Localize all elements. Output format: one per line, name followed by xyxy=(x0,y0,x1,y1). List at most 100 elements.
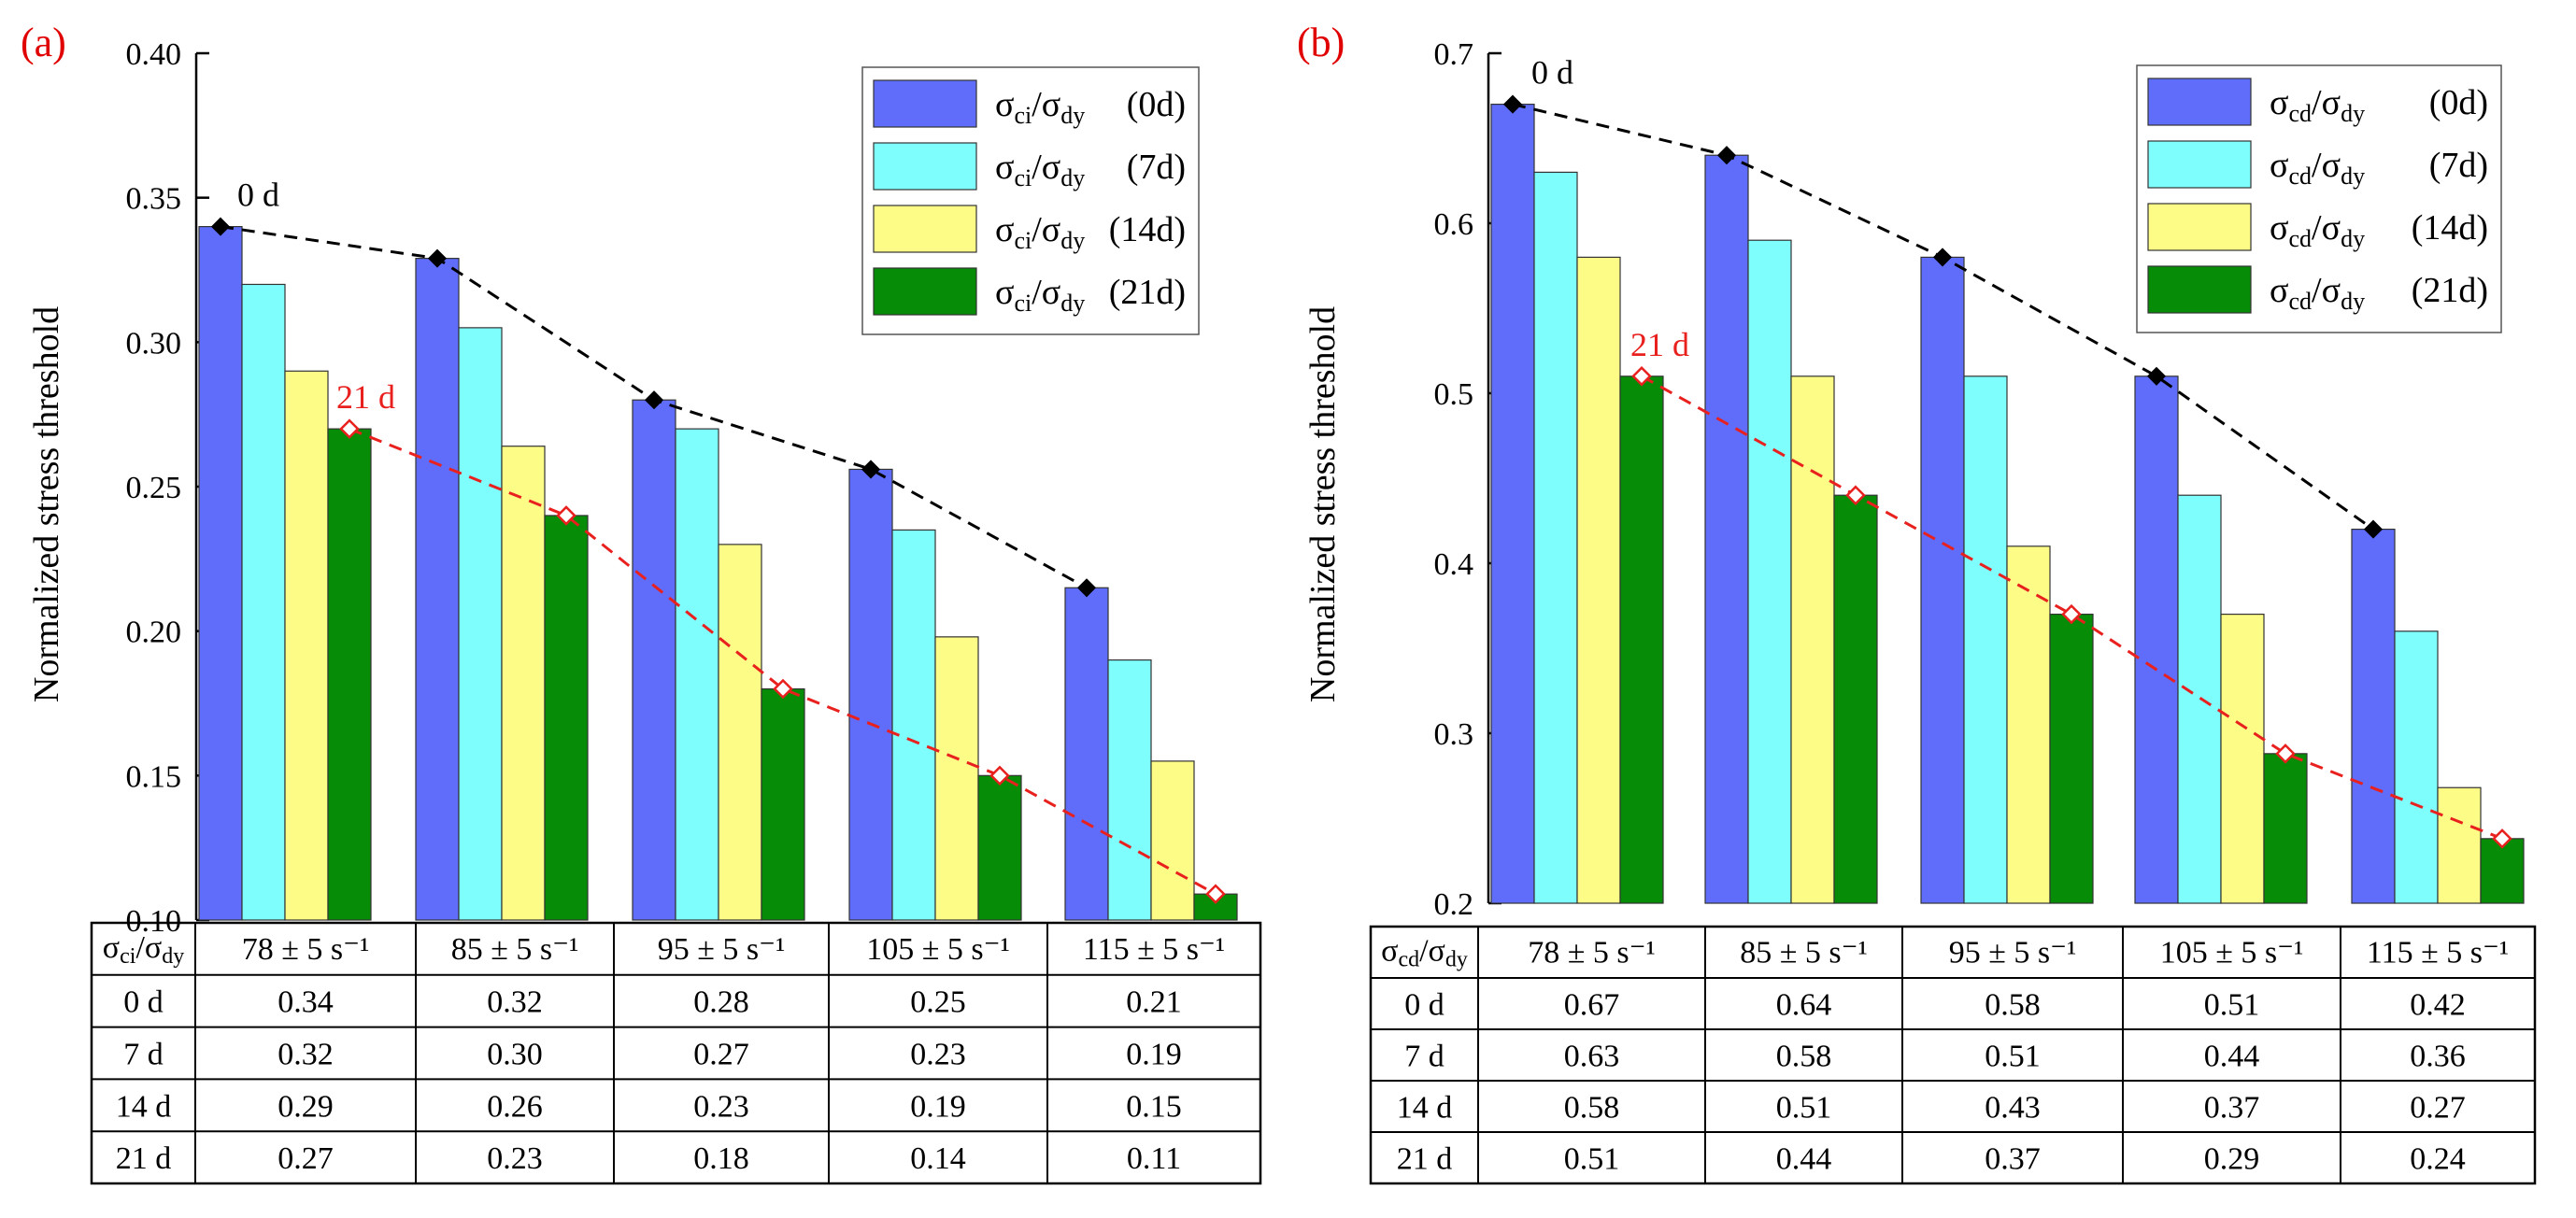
table-border xyxy=(90,921,1262,1185)
table-cell: 0.23 xyxy=(487,1141,543,1176)
data-table: σci/σdy 78 ± 5 s⁻¹ 85 ± 5 s⁻¹ 95 ± 5 s⁻¹ 105… xyxy=(90,921,1262,1185)
table-header-cell: 115 ± 5 s⁻¹ xyxy=(2367,936,2509,970)
table-cell: 0.36 xyxy=(2410,1040,2466,1074)
trend-line-21d xyxy=(1641,375,2503,841)
bar-7d-4 xyxy=(891,529,936,921)
bar-0d-2 xyxy=(1704,154,1749,904)
bar-7d-1 xyxy=(241,283,286,921)
table-cell: 0.24 xyxy=(2410,1142,2466,1177)
bar-14d-4 xyxy=(934,636,979,921)
bar-0d-5 xyxy=(2351,528,2396,904)
bar-21d-2 xyxy=(544,515,589,921)
bar-0d-3 xyxy=(632,399,676,921)
bar-7d-3 xyxy=(675,428,719,921)
trend-marker-0d xyxy=(1502,94,1523,114)
table-cell: 0.23 xyxy=(910,1038,966,1072)
table-cell: 0.27 xyxy=(2410,1091,2466,1126)
table-cell: 0.26 xyxy=(487,1089,543,1124)
y-tick-label: 0.5 xyxy=(1434,377,1474,412)
data-table: σcd/σdy 78 ± 5 s⁻¹ 85 ± 5 s⁻¹ 95 ± 5 s⁻¹ 105… xyxy=(1369,925,2537,1185)
y-tick-label: 0.15 xyxy=(126,759,182,794)
legend-swatch-21d xyxy=(873,267,977,316)
y-tick-label: 0.35 xyxy=(126,182,182,217)
bar-21d-4 xyxy=(977,774,1022,921)
y-tick-label: 0.3 xyxy=(1434,717,1474,752)
legend-swatch-14d xyxy=(873,205,977,253)
bar-0d-3 xyxy=(1920,256,1965,904)
legend: σci/σdy (0d) σci/σdy (7d) σci/σdy (14d) σci/σd… xyxy=(861,66,1200,335)
trend-marker-0d xyxy=(210,217,231,236)
table-cell: 0.37 xyxy=(2204,1091,2260,1126)
bar-0d-4 xyxy=(848,468,893,921)
table-header-cell: 105 ± 5 s⁻¹ xyxy=(866,932,1010,967)
panel-label: (b) xyxy=(1297,20,1345,65)
bar-0d-4 xyxy=(2134,375,2179,904)
y-tick-label: 0.7 xyxy=(1434,37,1474,72)
bar-14d-2 xyxy=(1790,375,1835,904)
bar-7d-1 xyxy=(1533,171,1578,904)
table-cell: 0.27 xyxy=(693,1038,749,1072)
bar-7d-3 xyxy=(1963,375,2008,904)
y-tick-label: 0.4 xyxy=(1434,547,1474,582)
y-tick-label: 0.40 xyxy=(126,37,182,72)
table-cell: 0.19 xyxy=(1126,1038,1182,1072)
chart-panel-a: (a) Normalized stress threshold 0.10 0.15 0.… xyxy=(21,20,1262,1185)
table-row-label: 21 d xyxy=(116,1141,172,1176)
y-tick-label: 0.25 xyxy=(126,471,182,505)
legend-label-14d: σci/σdy (14d) xyxy=(995,210,1186,254)
table-cell: 0.37 xyxy=(1985,1142,2041,1177)
bar-7d-4 xyxy=(2177,494,2222,904)
trend-line-21d xyxy=(349,427,1217,896)
trend-marker-0d xyxy=(861,460,881,479)
panel-label: (a) xyxy=(21,20,66,65)
table-cell: 0.58 xyxy=(1776,1040,1832,1074)
table-cell: 0.58 xyxy=(1985,988,2041,1023)
legend-swatch-14d xyxy=(2147,203,2252,251)
table-row-label: 21 d xyxy=(1397,1142,1453,1177)
bar-14d-1 xyxy=(1576,256,1621,904)
y-tick-label: 0.6 xyxy=(1434,207,1474,242)
annotation-21d: 21 d xyxy=(1630,326,1689,363)
legend-swatch-7d xyxy=(873,142,977,191)
trend-marker-0d xyxy=(2363,519,2384,539)
trend-marker-21d xyxy=(1631,366,1652,387)
legend-swatch-0d xyxy=(873,79,977,128)
table-cell: 0.44 xyxy=(1776,1142,1832,1177)
table-cell: 0.42 xyxy=(2410,988,2466,1023)
trend-marker-0d xyxy=(427,248,448,268)
bar-0d-5 xyxy=(1064,587,1109,921)
table-cell: 0.14 xyxy=(910,1141,966,1176)
trend-marker-0d xyxy=(2146,366,2167,386)
legend-label-0d: σci/σdy (0d) xyxy=(995,85,1186,129)
y-axis-label: Normalized stress threshold xyxy=(1303,306,1343,702)
table-cell: 0.51 xyxy=(1776,1091,1832,1126)
bar-0d-1 xyxy=(198,226,243,921)
trend-marker-0d xyxy=(1076,578,1097,598)
table-cell: 0.51 xyxy=(1985,1040,2041,1074)
annotation-21d: 21 d xyxy=(336,378,395,416)
table-cell: 0.19 xyxy=(910,1089,966,1124)
table-row-label: 7 d xyxy=(123,1038,164,1072)
table-border xyxy=(1369,925,2537,1185)
table-cell: 0.32 xyxy=(278,1038,334,1072)
bar-0d-1 xyxy=(1490,103,1535,904)
table-cell: 0.29 xyxy=(278,1089,334,1124)
trend-marker-21d xyxy=(1845,485,1866,505)
bar-7d-5 xyxy=(1107,659,1152,921)
annotation-0d: 0 d xyxy=(237,177,279,214)
table-cell: 0.67 xyxy=(1564,988,1620,1023)
table-row-label: 0 d xyxy=(123,985,164,1020)
bar-21d-1 xyxy=(1619,375,1664,904)
trend-marker-0d xyxy=(644,390,664,410)
legend-label-21d: σci/σdy (21d) xyxy=(995,273,1186,317)
table-cell: 0.11 xyxy=(1127,1141,1181,1176)
bar-21d-1 xyxy=(327,428,372,921)
bar-21d-4 xyxy=(2263,753,2308,904)
y-tick-label: 0.30 xyxy=(126,326,182,361)
legend-swatch-21d xyxy=(2147,265,2252,314)
trend-marker-21d xyxy=(989,765,1010,786)
table-cell: 0.51 xyxy=(2204,988,2260,1023)
legend-label-7d: σci/σdy (7d) xyxy=(995,148,1186,191)
trend-marker-21d xyxy=(339,418,360,439)
